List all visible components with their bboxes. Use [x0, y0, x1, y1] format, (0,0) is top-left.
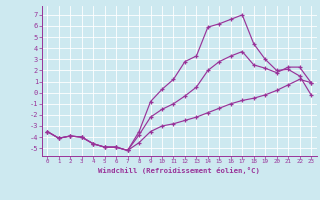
X-axis label: Windchill (Refroidissement éolien,°C): Windchill (Refroidissement éolien,°C) [98, 167, 260, 174]
